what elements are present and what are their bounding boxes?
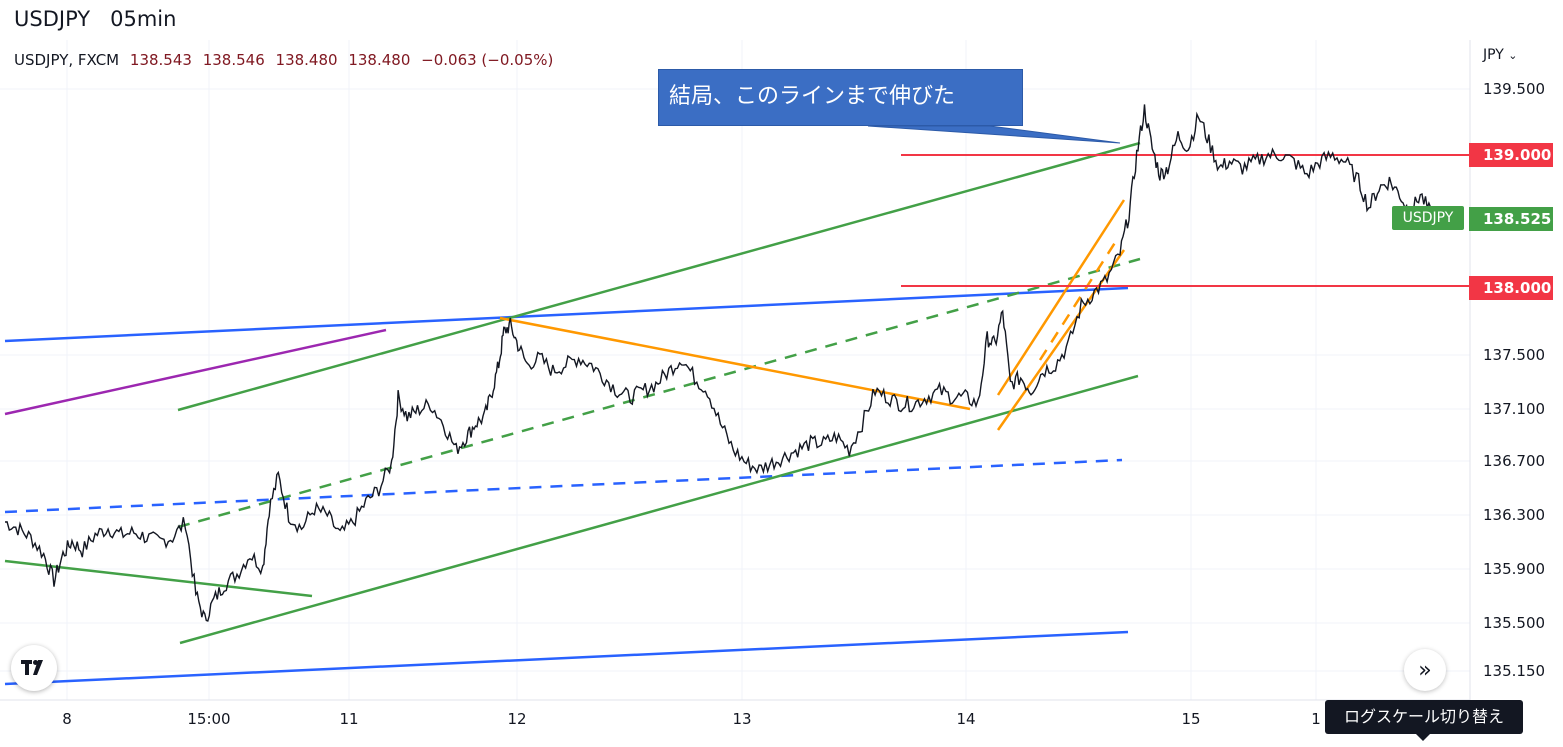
chevron-down-icon: ⌄ bbox=[1508, 49, 1518, 62]
orange-channel-mid bbox=[1038, 237, 1120, 361]
blue-dashed-trend-line bbox=[4, 458, 1123, 514]
change-value: −0.063 (−0.05%) bbox=[421, 51, 554, 69]
grid-lines bbox=[0, 40, 1470, 700]
blue-trend-line-lower bbox=[4, 630, 1129, 686]
y-tick-label: 137.500 bbox=[1483, 346, 1545, 364]
y-tick-label: 135.500 bbox=[1483, 614, 1545, 632]
chart-title: USDJPY 05min bbox=[14, 7, 177, 31]
low-value: 138.480 bbox=[275, 51, 338, 69]
y-tick-label: 136.700 bbox=[1483, 452, 1545, 470]
double-chevron-right-icon[interactable]: » bbox=[1404, 649, 1446, 691]
x-tick-label: 15:00 bbox=[187, 710, 230, 728]
log-scale-tooltip: ログスケール切り替え bbox=[1325, 700, 1523, 734]
blue-trend-line-upper bbox=[4, 286, 1129, 343]
currency-label: JPY bbox=[1483, 47, 1504, 63]
high-value: 138.546 bbox=[202, 51, 265, 69]
series-label-tag: USDJPY bbox=[1392, 206, 1464, 230]
trend-line-drawings bbox=[4, 125, 1469, 686]
y-tick-label: 137.100 bbox=[1483, 400, 1545, 418]
x-axis: 8 15:00 11 12 13 14 15 1 bbox=[62, 710, 1321, 728]
orange-descending-line bbox=[499, 316, 971, 411]
currency-selector[interactable]: JPY ⌄ bbox=[1483, 47, 1518, 63]
y-tick-label: 136.300 bbox=[1483, 506, 1545, 524]
axis-frame bbox=[0, 40, 1471, 701]
green-channel-mid bbox=[177, 257, 1141, 529]
x-tick-label: 13 bbox=[732, 710, 751, 728]
tradingview-logo-icon[interactable] bbox=[11, 645, 57, 691]
price-tag-current: 138.525 bbox=[1469, 207, 1553, 231]
symbol-exchange: USDJPY, FXCM bbox=[14, 51, 120, 69]
x-tick-label: 14 bbox=[956, 710, 975, 728]
price-tag-138: 138.000 bbox=[1469, 276, 1553, 300]
x-tick-label: 11 bbox=[339, 710, 358, 728]
x-tick-label: 1 bbox=[1311, 710, 1321, 728]
purple-trend-line bbox=[4, 328, 387, 416]
y-axis: 139.500 137.500 137.100 136.700 136.300 135.9… bbox=[1483, 80, 1545, 680]
y-tick-label: 139.500 bbox=[1483, 80, 1545, 98]
x-tick-label: 8 bbox=[62, 710, 72, 728]
tooltip-arrow bbox=[1416, 734, 1430, 741]
logo-glyph bbox=[21, 660, 43, 675]
x-tick-label: 12 bbox=[507, 710, 526, 728]
ohlc-legend: USDJPY, FXCM 138.543 138.546 138.480 138… bbox=[14, 51, 553, 69]
price-line-series bbox=[4, 104, 1442, 622]
y-tick-label: 135.150 bbox=[1483, 662, 1545, 680]
y-tick-label: 135.900 bbox=[1483, 560, 1545, 578]
green-channel-upper bbox=[177, 141, 1141, 412]
open-value: 138.543 bbox=[129, 51, 192, 69]
x-tick-label: 15 bbox=[1181, 710, 1200, 728]
green-channel-lower bbox=[179, 374, 1139, 645]
annotation-callout[interactable]: 結局、このラインまで伸びた bbox=[658, 69, 1023, 126]
price-tag-139: 139.000 bbox=[1469, 143, 1553, 167]
callout-pointer bbox=[867, 125, 1121, 144]
close-value: 138.480 bbox=[348, 51, 411, 69]
orange-channel-upper bbox=[996, 199, 1126, 396]
